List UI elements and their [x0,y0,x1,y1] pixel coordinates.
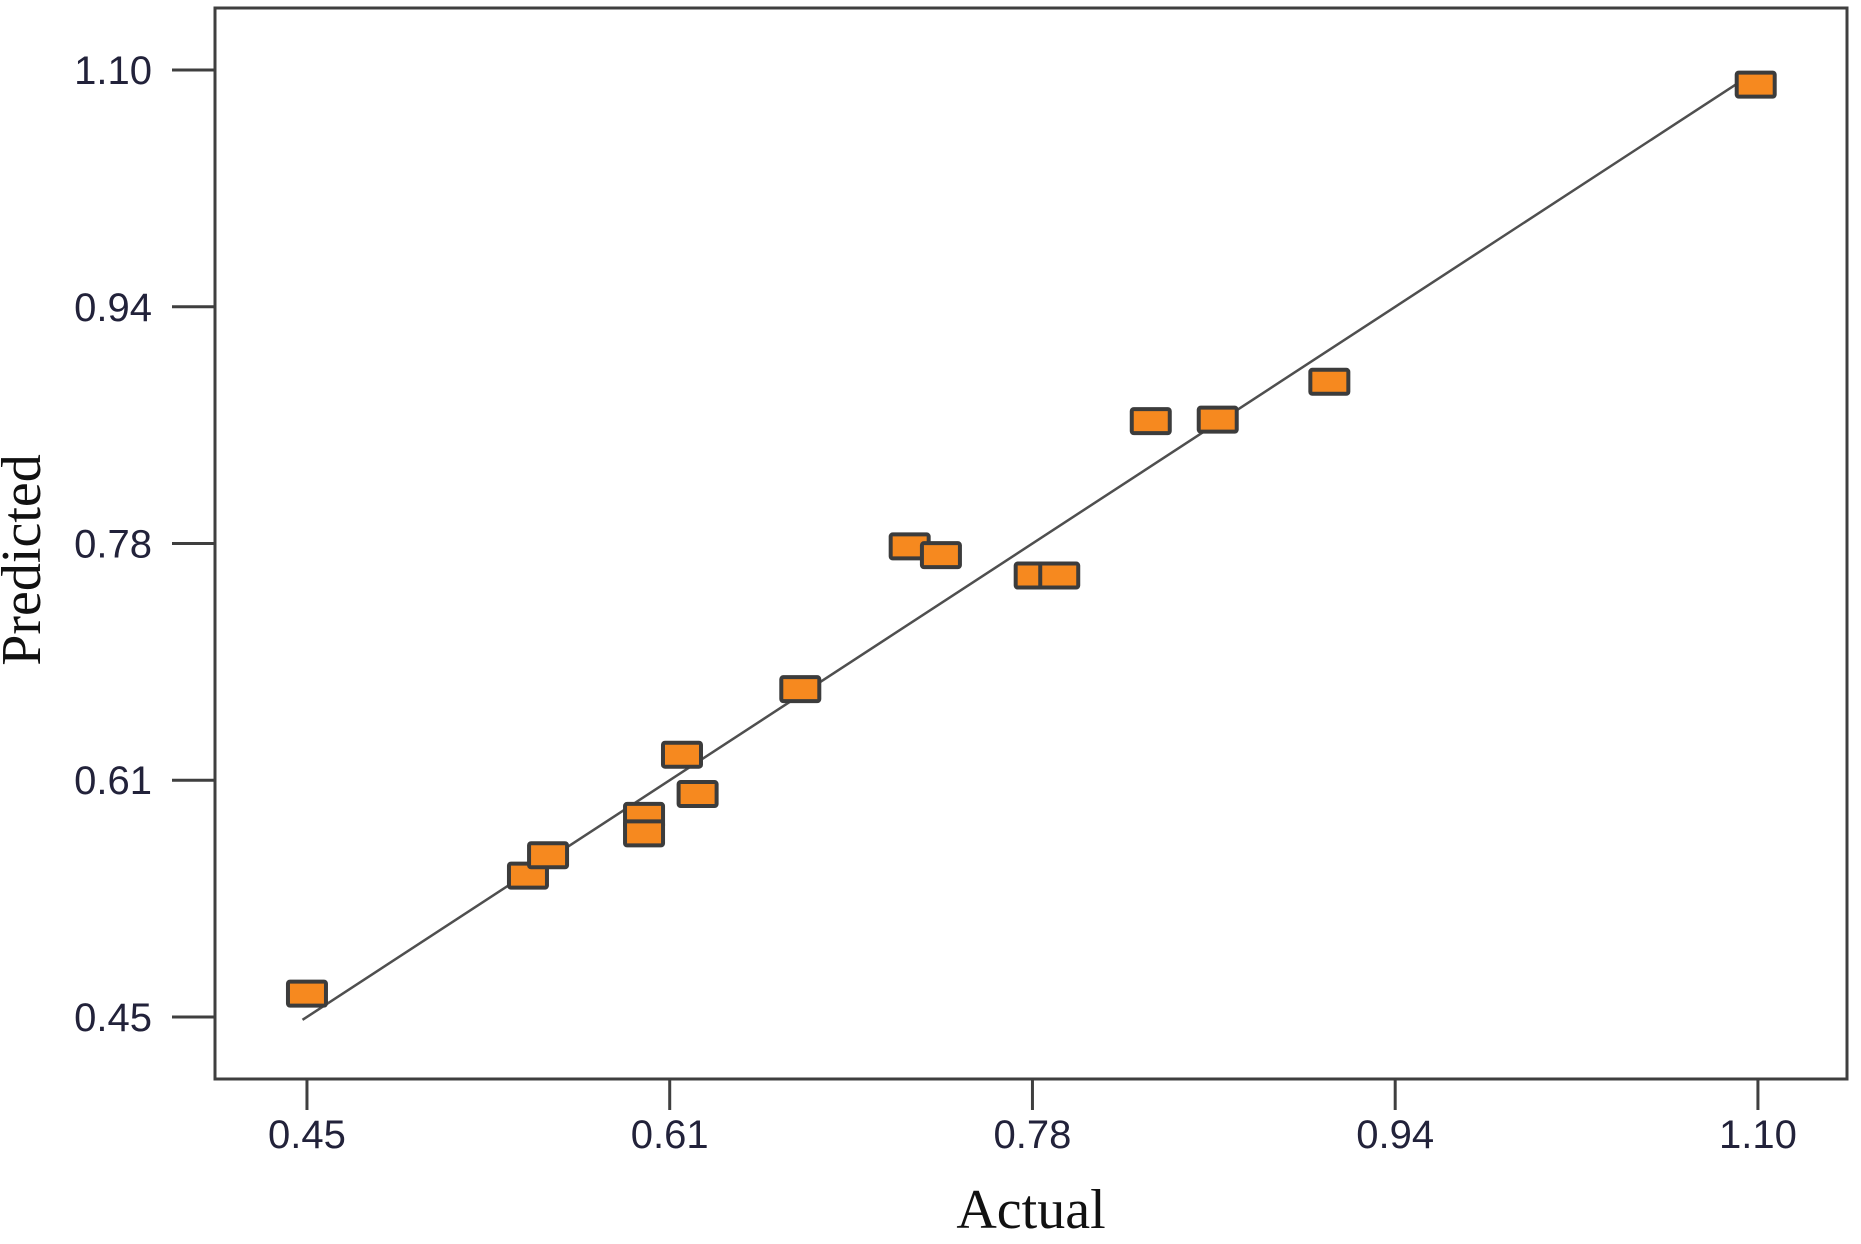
y-tick-label: 0.61 [74,759,152,803]
data-point-marker [676,780,719,809]
data-point-marker [527,841,570,870]
x-tick-label: 1.10 [1719,1113,1797,1157]
y-tick-label: 0.94 [74,286,152,330]
data-point-marker [285,979,328,1008]
data-point-marker [660,740,703,769]
data-point-marker [919,541,962,570]
x-tick-label: 0.45 [268,1113,346,1157]
data-point-marker [1129,407,1172,436]
axis-ticks [172,68,1760,1110]
data-points [285,70,1777,1008]
data-point-marker [1308,367,1351,396]
data-point-marker [1734,70,1777,99]
data-point-marker [779,675,822,704]
data-point-marker [623,819,666,848]
y-tick-label: 0.78 [74,523,152,567]
y-axis-title: Predicted [0,454,53,665]
x-axis-title: Actual [956,1179,1105,1241]
axis-tick-labels: 0.45 0.61 0.78 0.94 1.10 0.45 0.61 0.78 0.94 1.10 [74,49,1797,1157]
y-tick-label: 1.10 [74,49,152,93]
x-tick-label: 0.61 [631,1113,709,1157]
data-point-marker [1038,561,1081,590]
data-point-marker [1196,405,1239,434]
x-tick-label: 0.78 [994,1113,1072,1157]
y-tick-label: 0.45 [74,996,152,1040]
x-tick-label: 0.94 [1356,1113,1434,1157]
